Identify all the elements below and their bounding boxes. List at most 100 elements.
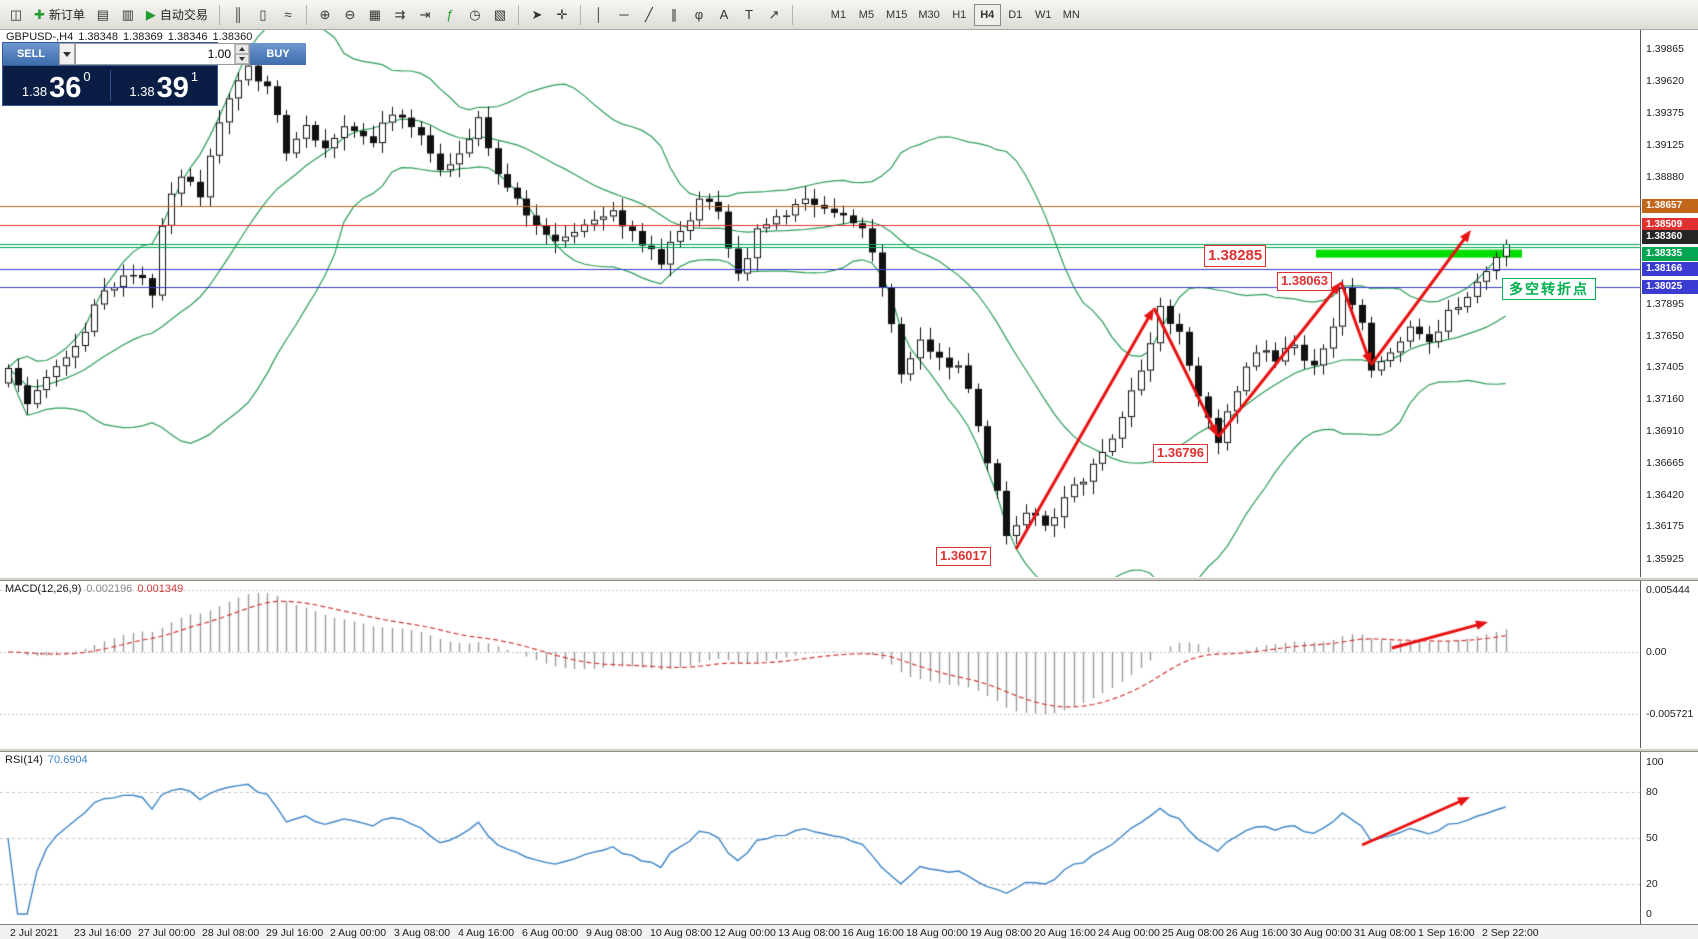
chart-annotation[interactable]: 1.38063	[1277, 272, 1332, 291]
horizontal-line-icon: ─	[619, 7, 629, 22]
arrows-button[interactable]: ↗	[762, 3, 786, 27]
low-value: 1.38346	[167, 31, 208, 43]
buy-price-panel[interactable]: 1.38 39 1	[111, 66, 218, 105]
time-tick-label: 3 Aug 08:00	[394, 927, 451, 939]
trendline-button[interactable]: ╱	[637, 3, 661, 27]
price-divider	[109, 70, 111, 101]
cursor-icon: ➤	[531, 6, 543, 22]
timeframe-mn-button[interactable]: MN	[1058, 4, 1085, 26]
sell-dropdown-button[interactable]	[59, 43, 75, 65]
cursor-button[interactable]: ➤	[525, 3, 549, 27]
time-tick-label: 27 Jul 00:00	[138, 927, 196, 939]
periods-icon: ◷	[469, 6, 481, 22]
macd-axis-label: -0.005721	[1646, 708, 1694, 720]
bar-chart-button[interactable]: ║	[226, 3, 250, 27]
pane-separator-macd[interactable]	[0, 577, 1698, 581]
time-tick-label: 12 Aug 00:00	[714, 927, 776, 939]
trendline-icon: ╱	[645, 6, 653, 22]
horizontal-line-button[interactable]: ─	[612, 3, 636, 27]
time-axis[interactable]: 2 Jul 2021 23 Jul 16:00 27 Jul 00:00 28 Jul…	[0, 924, 1698, 939]
rsi-axis-label: 80	[1646, 786, 1658, 799]
vertical-line-button[interactable]: │	[587, 3, 611, 27]
ask-prefix: 1.38	[129, 84, 155, 99]
price-level-tag: 1.38509	[1642, 217, 1698, 232]
toolbar-separator	[517, 4, 519, 25]
chart-annotation[interactable]: 1.38285	[1204, 245, 1267, 267]
zoom-in-button[interactable]: ⊕	[313, 3, 337, 27]
price-level-tag: 1.38335	[1642, 247, 1698, 262]
charts-grid-button[interactable]: ◫	[4, 3, 28, 27]
candlestick-chart-button[interactable]: ▯	[251, 3, 275, 27]
time-tick-label: 18 Aug 00:00	[906, 927, 968, 939]
bar-chart-icon: ║	[233, 7, 243, 22]
time-tick-label: 20 Aug 16:00	[1034, 927, 1096, 939]
profiles-icon: ▥	[121, 6, 135, 22]
price-level-tag: 1.38166	[1642, 261, 1698, 276]
timeframe-m1-button[interactable]: M1	[825, 4, 852, 26]
periods-button[interactable]: ◷	[463, 3, 487, 27]
buy-button[interactable]: BUY	[250, 43, 306, 65]
time-tick-label: 31 Aug 08:00	[1354, 927, 1416, 939]
pane-separator-rsi[interactable]	[0, 748, 1698, 752]
channel-button[interactable]: ∥	[662, 3, 686, 27]
candlestick-chart-icon: ▯	[259, 6, 267, 22]
line-chart-button[interactable]: ≈	[276, 3, 300, 27]
charts-grid-icon: ◫	[9, 6, 23, 22]
time-tick-label: 1 Sep 16:00	[1418, 927, 1475, 939]
templates-button[interactable]: ▧	[488, 3, 512, 27]
price-axis[interactable]: 1.39865 1.39620 1.39375 1.39125 1.38880 1.378…	[1640, 30, 1698, 924]
timeframe-d1-button[interactable]: D1	[1002, 4, 1029, 26]
crosshair-button[interactable]: ✛	[550, 3, 574, 27]
caret-up-icon	[239, 47, 245, 51]
zoom-out-button[interactable]: ⊖	[338, 3, 362, 27]
profiles-button[interactable]: ▥	[116, 3, 140, 27]
new-order-button[interactable]: ✚ 新订单	[29, 3, 90, 27]
timeframe-group: M1 M5 M15 M30 H1 H4 D1 W1 MN	[825, 3, 1085, 26]
price-tick-label: 1.36910	[1646, 425, 1684, 438]
timeframe-w1-button[interactable]: W1	[1030, 4, 1057, 26]
rsi-axis-label: 0	[1646, 908, 1652, 920]
chart-annotation[interactable]: 1.36796	[1153, 444, 1208, 463]
timeframe-m30-button[interactable]: M30	[913, 4, 944, 26]
zoom-in-icon: ⊕	[319, 6, 331, 22]
volume-decrease-button[interactable]	[235, 54, 249, 64]
bid-prefix: 1.38	[21, 84, 48, 99]
text-icon: A	[719, 7, 729, 22]
toolbar-separator	[791, 4, 793, 25]
chart-annotation[interactable]: 1.36017	[936, 547, 991, 566]
rsi-name: RSI(14)	[5, 754, 43, 766]
text-button[interactable]: A	[712, 3, 736, 27]
timeframe-m5-button[interactable]: M5	[853, 4, 880, 26]
indicators-button[interactable]: ƒ	[438, 3, 462, 27]
label-button[interactable]: T	[737, 3, 761, 27]
line-chart-icon: ≈	[284, 7, 292, 22]
time-tick-label: 28 Jul 08:00	[202, 927, 260, 939]
vertical-line-icon: │	[594, 7, 603, 22]
price-tick-label: 1.36665	[1646, 456, 1684, 469]
chart-shift-icon: ⇥	[419, 6, 431, 22]
time-tick-label: 9 Aug 08:00	[586, 927, 643, 939]
toolbar-separator	[579, 4, 581, 25]
chart-annotation[interactable]: 多空转折点	[1502, 278, 1596, 301]
one-click-trading-panel: SELL BUY 1.38 36 0 1.38 39 1	[2, 42, 306, 106]
timeframe-h1-button[interactable]: H1	[946, 4, 973, 26]
arrows-icon: ↗	[768, 6, 780, 22]
chart-shift-button[interactable]: ⇥	[413, 3, 437, 27]
sell-button[interactable]: SELL	[3, 43, 59, 65]
price-tick-label: 1.39375	[1646, 106, 1684, 119]
timeframe-m15-button[interactable]: M15	[881, 4, 912, 26]
auto-scroll-button[interactable]: ⇉	[388, 3, 412, 27]
charts-button[interactable]: ▤	[91, 3, 115, 27]
toolbar: ◫ ✚ 新订单 ▤ ▥ ▶ 自动交易 ║ ▯ ≈ ⊕ ⊖ ▦ ⇉ ⇥ ƒ ◷ ▧ ➤ ✛ │ ─ ╱ ∥ φ A T ↗ M1 M5 M15…	[0, 0, 1698, 30]
volume-input[interactable]	[76, 44, 234, 64]
tile-windows-icon: ▦	[368, 6, 382, 22]
tile-windows-button[interactable]: ▦	[363, 3, 387, 27]
volume-increase-button[interactable]	[235, 44, 249, 54]
autotrading-button[interactable]: ▶ 自动交易	[141, 3, 213, 27]
time-tick-label: 16 Aug 16:00	[842, 927, 904, 939]
price-tick-label: 1.39865	[1646, 43, 1684, 56]
timeframe-h4-button[interactable]: H4	[973, 3, 1001, 26]
fibonacci-button[interactable]: φ	[687, 3, 711, 27]
sell-price-panel[interactable]: 1.38 36 0	[3, 66, 110, 105]
